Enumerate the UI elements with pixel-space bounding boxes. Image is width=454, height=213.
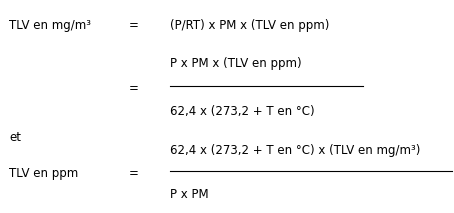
Text: =: =: [129, 167, 139, 180]
Text: 62,4 x (273,2 + T en °C) x (TLV en mg/m³): 62,4 x (273,2 + T en °C) x (TLV en mg/m³…: [170, 144, 420, 157]
Text: TLV en mg/m³: TLV en mg/m³: [9, 19, 91, 32]
Text: (P/RT) x PM x (TLV en ppm): (P/RT) x PM x (TLV en ppm): [170, 19, 330, 32]
Text: 62,4 x (273,2 + T en °C): 62,4 x (273,2 + T en °C): [170, 105, 315, 118]
Text: P x PM x (TLV en ppm): P x PM x (TLV en ppm): [170, 57, 302, 71]
Text: P x PM: P x PM: [170, 188, 209, 201]
Text: =: =: [129, 82, 139, 95]
Text: =: =: [129, 19, 139, 32]
Text: TLV en ppm: TLV en ppm: [9, 167, 79, 180]
Text: et: et: [9, 131, 21, 144]
